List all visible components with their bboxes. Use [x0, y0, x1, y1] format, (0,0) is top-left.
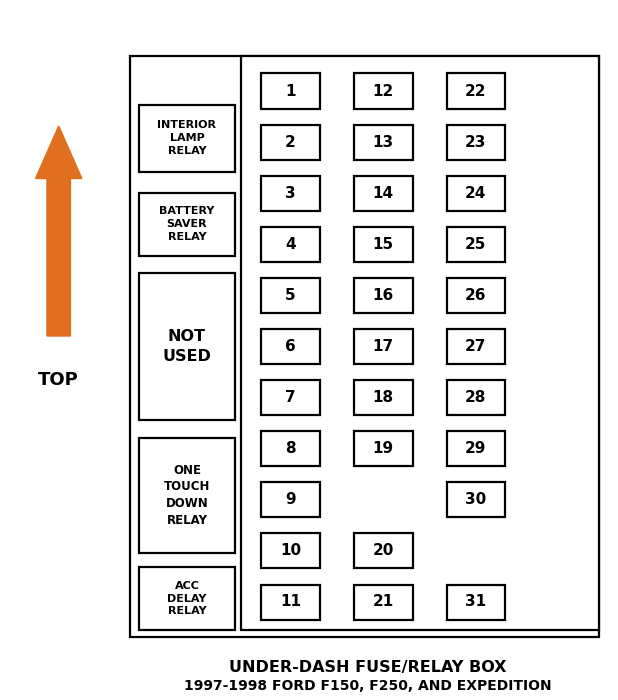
Text: 1: 1 — [286, 83, 295, 99]
Bar — [130, 56, 599, 637]
Bar — [446, 278, 506, 313]
Text: BATTERY
SAVER
RELAY: BATTERY SAVER RELAY — [159, 206, 214, 242]
Text: NOT
USED: NOT USED — [163, 330, 211, 363]
Bar — [139, 193, 235, 256]
Bar — [261, 227, 320, 262]
Bar — [261, 329, 320, 364]
Bar — [353, 176, 413, 211]
Text: 4: 4 — [285, 237, 296, 252]
Text: 20: 20 — [373, 543, 394, 559]
Text: 3: 3 — [285, 186, 296, 201]
Bar — [261, 482, 320, 517]
Bar — [353, 227, 413, 262]
Text: 2: 2 — [285, 134, 296, 150]
Bar — [353, 584, 413, 620]
Bar — [353, 125, 413, 160]
Text: 13: 13 — [373, 134, 394, 150]
Bar — [139, 105, 235, 172]
Bar — [446, 380, 506, 415]
Text: 9: 9 — [285, 492, 296, 508]
Text: 8: 8 — [285, 441, 296, 456]
FancyArrow shape — [36, 126, 82, 336]
Text: 21: 21 — [373, 594, 394, 610]
Text: 31: 31 — [465, 594, 486, 610]
Text: 7: 7 — [285, 390, 296, 405]
Bar — [353, 431, 413, 466]
Bar — [446, 125, 506, 160]
Text: 24: 24 — [465, 186, 486, 201]
Bar — [261, 380, 320, 415]
Text: 30: 30 — [465, 492, 486, 508]
Text: 1997-1998 FORD F150, F250, AND EXPEDITION: 1997-1998 FORD F150, F250, AND EXPEDITIO… — [184, 679, 551, 693]
Text: ONE
TOUCH
DOWN
RELAY: ONE TOUCH DOWN RELAY — [164, 464, 210, 526]
Text: 18: 18 — [373, 390, 394, 405]
Text: 6: 6 — [285, 339, 296, 354]
Bar — [261, 431, 320, 466]
Bar — [139, 273, 235, 420]
Bar — [261, 278, 320, 313]
Text: 11: 11 — [280, 594, 301, 610]
Text: 17: 17 — [373, 339, 394, 354]
Text: INTERIOR
LAMP
RELAY: INTERIOR LAMP RELAY — [158, 120, 216, 156]
Bar — [261, 74, 320, 108]
Bar — [353, 533, 413, 568]
Text: TOP: TOP — [38, 371, 79, 389]
Bar — [353, 74, 413, 108]
Text: 5: 5 — [285, 288, 296, 303]
Text: 26: 26 — [465, 288, 486, 303]
Text: 19: 19 — [373, 441, 394, 456]
Bar — [261, 584, 320, 620]
Text: 27: 27 — [465, 339, 486, 354]
Bar — [261, 125, 320, 160]
Bar — [446, 74, 506, 108]
Text: UNDER-DASH FUSE/RELAY BOX: UNDER-DASH FUSE/RELAY BOX — [229, 660, 507, 675]
Bar — [446, 176, 506, 211]
Text: 14: 14 — [373, 186, 394, 201]
Bar — [446, 584, 506, 620]
Bar — [353, 380, 413, 415]
Bar — [261, 176, 320, 211]
Text: 25: 25 — [465, 237, 486, 252]
Text: 22: 22 — [465, 83, 486, 99]
Text: 10: 10 — [280, 543, 301, 559]
Text: 15: 15 — [373, 237, 394, 252]
Bar — [446, 482, 506, 517]
Bar — [139, 567, 235, 630]
Text: 29: 29 — [465, 441, 486, 456]
Text: 28: 28 — [465, 390, 486, 405]
Text: 12: 12 — [373, 83, 394, 99]
Bar — [446, 329, 506, 364]
Bar — [353, 278, 413, 313]
Bar — [241, 56, 599, 630]
Bar — [139, 438, 235, 553]
Bar — [353, 329, 413, 364]
Text: 16: 16 — [373, 288, 394, 303]
Bar — [261, 533, 320, 568]
Text: 23: 23 — [465, 134, 486, 150]
Bar — [446, 431, 506, 466]
Text: ACC
DELAY
RELAY: ACC DELAY RELAY — [167, 581, 206, 616]
Bar — [446, 227, 506, 262]
